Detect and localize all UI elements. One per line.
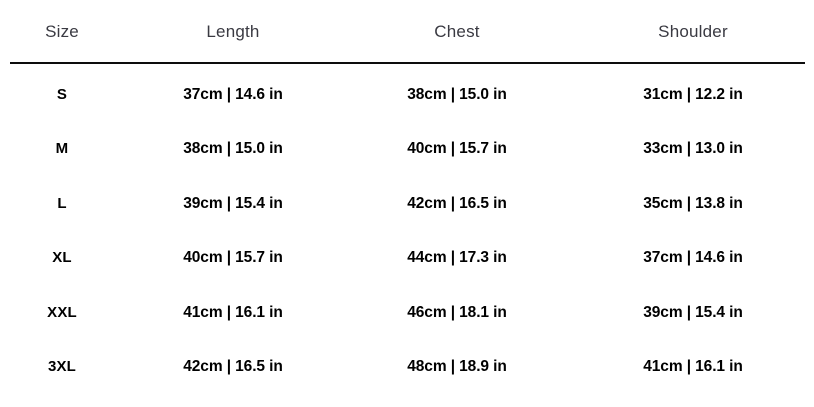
- cell-size: M: [55, 140, 69, 158]
- cell-shoulder: 33cm | 13.0 in: [643, 140, 743, 157]
- cell-size: L: [57, 194, 67, 212]
- cell-size: XXL: [47, 303, 77, 321]
- cell-shoulder: 35cm | 13.8 in: [643, 194, 743, 212]
- cell-chest: 38cm | 15.0 in: [407, 85, 507, 103]
- cell-shoulder: 39cm | 15.4 in: [643, 303, 743, 321]
- cell-shoulder: 37cm | 14.6 in: [643, 249, 743, 266]
- cell-size: XL: [52, 249, 72, 267]
- cell-chest: 44cm | 17.3 in: [407, 249, 507, 266]
- table-body: S 37cm | 14.6 in 38cm | 15.0 in 31cm | 1…: [0, 63, 814, 394]
- table-row: M 38cm | 15.0 in 40cm | 15.7 in 33cm | 1…: [0, 122, 814, 177]
- cell-length: 38cm | 15.0 in: [183, 140, 283, 157]
- cell-chest: 42cm | 16.5 in: [407, 194, 507, 212]
- cell-chest: 48cm | 18.9 in: [407, 358, 507, 375]
- cell-length: 41cm | 16.1 in: [183, 303, 283, 321]
- cell-size: S: [56, 85, 68, 103]
- table-row: XL 40cm | 15.7 in 44cm | 17.3 in 37cm | …: [0, 231, 814, 286]
- cell-chest: 46cm | 18.1 in: [407, 303, 507, 321]
- column-header-shoulder: Shoulder: [658, 22, 728, 41]
- cell-length: 42cm | 16.5 in: [183, 358, 283, 375]
- table-row: L 39cm | 15.4 in 42cm | 16.5 in 35cm | 1…: [0, 176, 814, 231]
- header-row: Size Length Chest Shoulder: [0, 0, 814, 63]
- header-divider-rule: [10, 62, 805, 64]
- column-header-chest: Chest: [434, 22, 480, 41]
- table-row: S 37cm | 14.6 in 38cm | 15.0 in 31cm | 1…: [0, 63, 814, 122]
- table-row: 3XL 42cm | 16.5 in 48cm | 18.9 in 41cm |…: [0, 340, 814, 395]
- size-chart-table: Size Length Chest Shoulder S 37cm | 14.6…: [0, 0, 814, 394]
- column-header-size: Size: [45, 22, 79, 41]
- table-header: Size Length Chest Shoulder: [0, 0, 814, 63]
- table-row: XXL 41cm | 16.1 in 46cm | 18.1 in 39cm |…: [0, 285, 814, 340]
- cell-shoulder: 41cm | 16.1 in: [643, 358, 743, 375]
- cell-length: 40cm | 15.7 in: [183, 249, 283, 266]
- cell-length: 37cm | 14.6 in: [183, 85, 283, 103]
- cell-length: 39cm | 15.4 in: [183, 194, 283, 212]
- column-header-length: Length: [206, 22, 260, 41]
- cell-shoulder: 31cm | 12.2 in: [643, 85, 743, 103]
- cell-size: 3XL: [47, 358, 77, 376]
- cell-chest: 40cm | 15.7 in: [407, 140, 507, 157]
